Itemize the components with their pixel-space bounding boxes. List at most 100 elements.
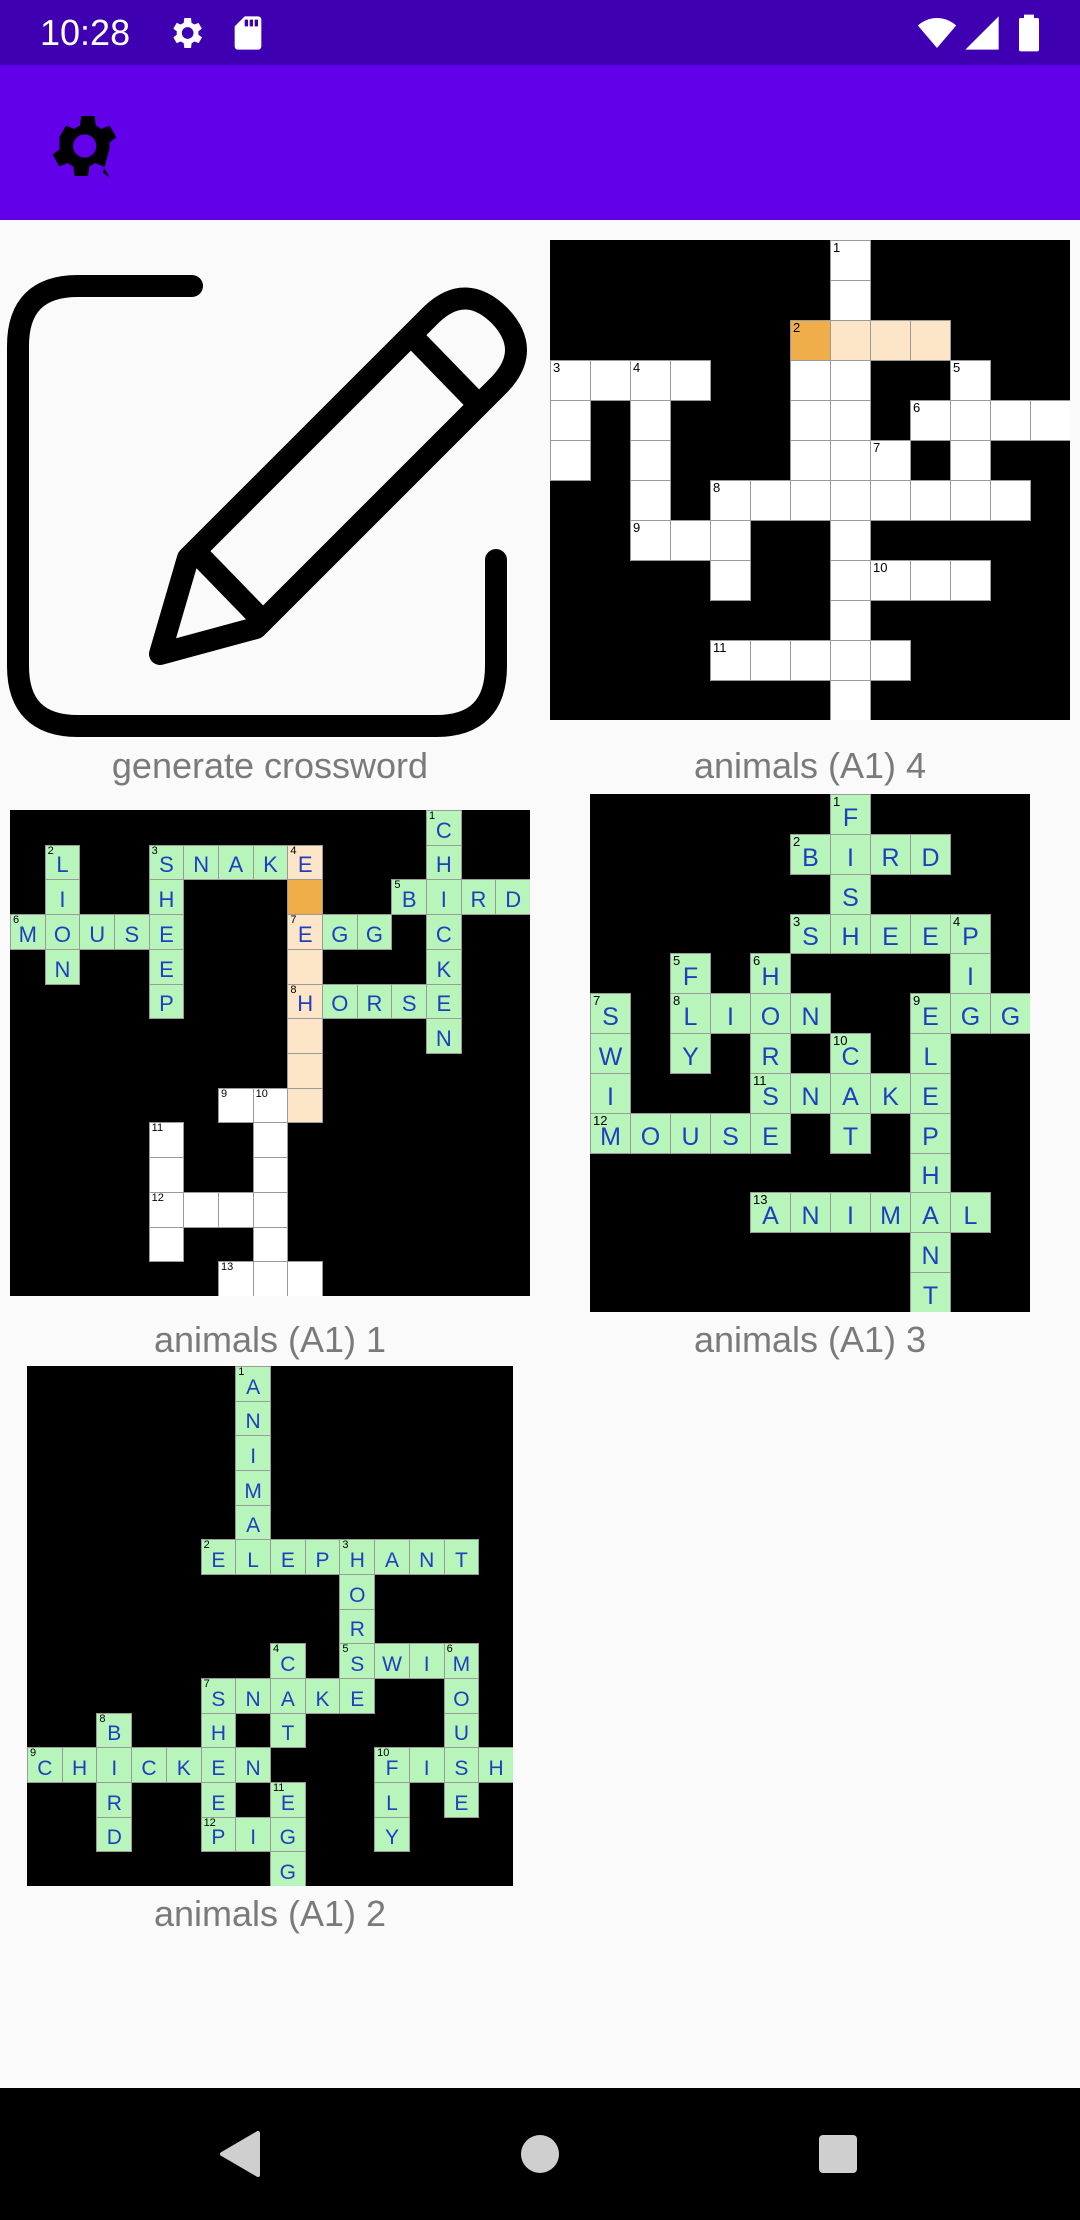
crossword-cell: [990, 480, 1031, 521]
clue-number: 5: [953, 360, 961, 375]
cell-letter: B: [802, 843, 819, 872]
cell-letter: A: [762, 1202, 779, 1231]
crossword-cell: [950, 400, 991, 441]
crossword-cell: S: [114, 914, 150, 950]
cell-letter: N: [435, 1025, 452, 1051]
crossword-cell: [287, 1018, 323, 1054]
crossword-cell: E: [339, 1678, 376, 1714]
settings-button[interactable]: [36, 99, 130, 193]
crossword-cell: K: [165, 1747, 202, 1783]
recents-button[interactable]: [800, 2116, 876, 2192]
crossword-cell: [830, 520, 871, 561]
crossword-cell: [252, 1191, 289, 1228]
cell-letter: S: [124, 921, 140, 947]
clue-number: 4: [633, 360, 641, 375]
cell-letter: M: [880, 1202, 901, 1231]
back-triangle-icon: [220, 2131, 260, 2177]
clue-number: 2: [793, 833, 801, 849]
crossword-cell: G: [356, 914, 393, 950]
crossword-cell: S: [710, 1112, 751, 1154]
crossword-cell: 11: [148, 1122, 185, 1159]
crossword-cell: [870, 480, 911, 521]
crossword-cell: 10: [870, 560, 911, 601]
cell-letter: M: [244, 1479, 262, 1503]
crossword-cell: [830, 680, 871, 720]
crossword-cell: Y: [670, 1033, 711, 1074]
cell-letter: R: [881, 843, 900, 872]
crossword-cell: I: [408, 1747, 445, 1783]
cell-letter: G: [331, 921, 349, 947]
crossword-cell: [750, 480, 791, 521]
crossword-cell: L: [235, 1539, 271, 1575]
crossword-cell: 12 M: [590, 1112, 631, 1154]
cell-letter: K: [436, 956, 452, 982]
crossword-title: animals (A1) 2: [153, 1893, 387, 1934]
crossword-cell: O: [44, 914, 81, 950]
cell-letter: A: [246, 1375, 261, 1399]
cell-letter: I: [111, 1756, 118, 1780]
clue-number: 7: [203, 1678, 210, 1690]
crossword-cell: I: [830, 833, 871, 875]
crossword-cell: E: [426, 983, 462, 1020]
back-button[interactable]: [202, 2116, 278, 2192]
clue-number: 11: [753, 1072, 767, 1088]
crossword-cell: E: [200, 1747, 237, 1783]
cell-letter: T: [281, 1722, 295, 1746]
crossword-cell: [830, 440, 871, 481]
crossword-cell: [148, 1226, 185, 1263]
generate-crossword-button[interactable]: generate crossword: [0, 220, 540, 800]
crossword-tile-animals-4[interactable]: 1 2 3 4 9 5 6 7 8 10 11 animals (A1) 4: [540, 220, 1080, 800]
cell-letter: R: [761, 1042, 780, 1071]
crossword-cell: R: [870, 833, 911, 875]
cell-letter: E: [211, 1548, 226, 1572]
clue-number: 6: [753, 953, 761, 969]
crossword-cell: I: [96, 1747, 133, 1783]
cell-letter: I: [250, 1444, 257, 1468]
crossword-cell: [287, 1261, 323, 1296]
cell-letter: N: [245, 1410, 261, 1434]
cell-letter: O: [453, 1687, 470, 1711]
cell-letter: P: [159, 991, 174, 1017]
crossword-cell: [950, 560, 991, 601]
clue-number: 12: [151, 1191, 164, 1204]
settings-gear-icon: [52, 116, 117, 178]
sd-card-icon: [234, 16, 262, 50]
clue-number: 8: [290, 983, 297, 996]
crossword-cell: O: [630, 1112, 671, 1154]
crossword-cell: E: [750, 1112, 791, 1154]
crossword-cell: H: [478, 1747, 513, 1783]
cell-letter: A: [246, 1514, 261, 1538]
crossword-cell: 10: [252, 1087, 289, 1124]
crossword-cell: I: [408, 1643, 445, 1679]
crossword-title: animals (A1) 4: [693, 745, 927, 786]
home-button[interactable]: [502, 2116, 578, 2192]
crossword-cell: 4: [630, 360, 671, 401]
crossword-cell: P: [304, 1539, 341, 1575]
cell-letter: H: [158, 887, 175, 913]
crossword-cell: K: [304, 1678, 341, 1714]
crossword-cell: [870, 640, 911, 681]
crossword-cell: C: [131, 1747, 167, 1783]
cell-letter: K: [882, 1082, 899, 1111]
crossword-cell: 9: [630, 520, 671, 561]
cell-letter: H: [210, 1722, 226, 1746]
generate-crossword-label: generate crossword: [111, 745, 429, 786]
cell-letter: N: [801, 1082, 820, 1111]
cell-letter: G: [365, 921, 384, 947]
crossword-cell: R: [339, 1608, 376, 1645]
crossword-cell: N: [235, 1747, 271, 1783]
crossword-cell: [670, 520, 711, 561]
cell-letter: E: [922, 923, 939, 952]
crossword-cell: 12: [148, 1191, 185, 1228]
crossword-cell: 11 S: [750, 1072, 791, 1114]
crossword-cell: [790, 440, 831, 481]
crossword-tile-animals-3[interactable]: 1 F I S 2 B R D 3 S H E E 4 P I G 5 F 8 L Y 6 H O R 11 S 7 S W I 12 M I N 9 E…: [540, 790, 1080, 1360]
cell-letter: I: [423, 1756, 430, 1780]
cell-letter: C: [841, 1042, 860, 1071]
